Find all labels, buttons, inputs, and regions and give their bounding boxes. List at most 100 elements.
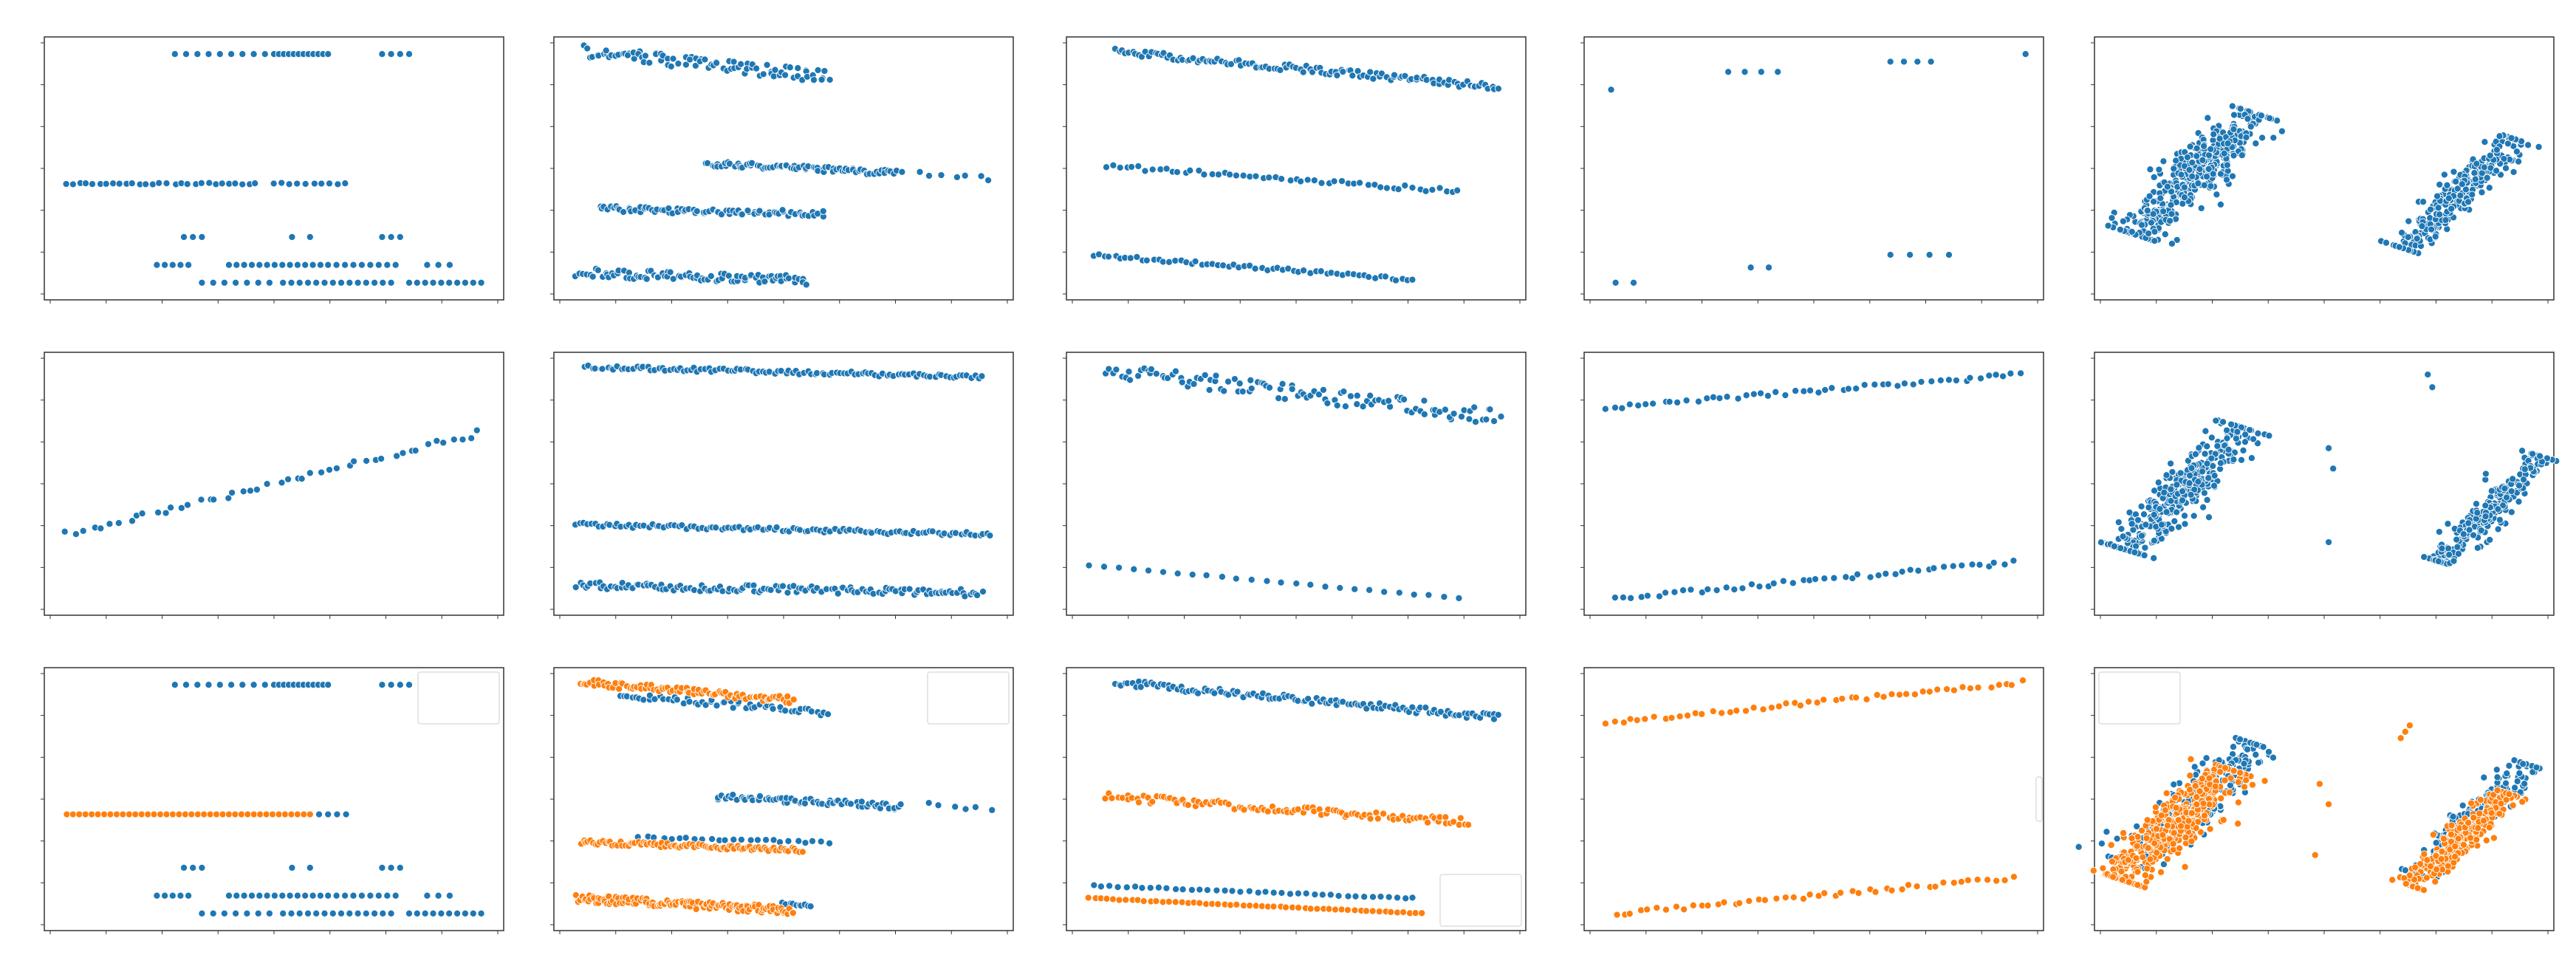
scatter-point — [2450, 557, 2458, 565]
scatter-point — [2190, 512, 2198, 520]
scatter-point — [1224, 377, 1233, 386]
scatter-point — [387, 909, 395, 917]
scatter-point — [1909, 380, 1917, 388]
scatter-point — [469, 909, 477, 917]
scatter-point — [2252, 750, 2260, 759]
scatter-point — [2150, 554, 2158, 562]
scatter-point — [342, 810, 350, 818]
scatter-point — [1976, 374, 1985, 383]
scatter-point — [333, 810, 341, 818]
scatter-point — [1900, 58, 1908, 66]
scatter-point — [2119, 533, 2127, 541]
scatter-panel — [1063, 667, 1527, 934]
scatter-point — [2185, 817, 2193, 825]
scatter-point — [1781, 894, 1789, 902]
scatter-point — [1128, 162, 1136, 171]
scatter-point — [1759, 705, 1767, 713]
scatter-point — [1999, 372, 2007, 380]
scatter-point — [1973, 875, 1981, 884]
scatter-point — [1789, 579, 1797, 587]
scatter-point — [362, 278, 370, 287]
scatter-point — [807, 708, 815, 716]
scatter-point — [278, 891, 287, 900]
scatter-point — [212, 180, 220, 188]
scatter-point — [256, 810, 264, 818]
scatter-point — [114, 519, 123, 527]
scatter-point — [951, 803, 959, 811]
scatter-point — [1611, 594, 1619, 602]
scatter-point — [239, 681, 247, 689]
scatter-point — [1178, 898, 1186, 906]
scatter-point — [2247, 123, 2255, 131]
scatter-panel — [1580, 667, 2044, 934]
scatter-point — [2454, 549, 2462, 558]
scatter-point — [1353, 391, 1361, 400]
scatter-point — [366, 261, 374, 269]
scatter-point — [1629, 278, 1638, 287]
scatter-point — [1709, 393, 1717, 401]
scatter-point — [2404, 233, 2412, 242]
scatter-point — [225, 261, 233, 269]
scatter-point — [1730, 586, 1739, 594]
scatter-point — [1957, 877, 1965, 886]
scatter-point — [769, 705, 777, 713]
scatter-point — [301, 261, 309, 269]
scatter-point — [2207, 182, 2215, 191]
scatter-point — [1330, 177, 1338, 185]
scatter-point — [2445, 194, 2453, 202]
scatter-point — [2453, 535, 2461, 544]
scatter-point — [2207, 434, 2216, 442]
scatter-point — [1838, 694, 1846, 703]
scatter-point — [1219, 261, 1227, 270]
scatter-point — [182, 681, 191, 689]
scatter-point — [1424, 818, 1432, 826]
scatter-point — [1292, 579, 1301, 588]
scatter-point — [387, 863, 395, 872]
scatter-point — [821, 67, 829, 75]
scatter-point — [1344, 892, 1352, 900]
scatter-point — [2143, 865, 2151, 873]
scatter-point — [2529, 450, 2537, 458]
scatter-point — [329, 278, 337, 287]
scatter-point — [2176, 844, 2184, 852]
scatter-point — [1323, 399, 1332, 408]
scatter-point — [209, 909, 217, 917]
scatter-point — [1873, 691, 1881, 699]
scatter-point — [198, 909, 206, 917]
axes-frame — [44, 36, 504, 301]
scatter-point — [183, 180, 191, 188]
scatter-point — [2258, 134, 2267, 142]
scatter-point — [1627, 594, 1635, 602]
scatter-point — [674, 60, 682, 68]
scatter-point — [1792, 387, 1800, 395]
scatter-point — [1310, 177, 1318, 185]
scatter-point — [1148, 798, 1157, 806]
scatter-point — [304, 278, 312, 287]
scatter-point — [798, 848, 806, 856]
scatter-point — [2196, 165, 2204, 174]
scatter-point — [2480, 163, 2488, 171]
scatter-point — [378, 681, 386, 689]
scatter-point — [2185, 479, 2193, 487]
scatter-point — [2117, 544, 2125, 552]
scatter-point — [756, 792, 764, 801]
scatter-point — [1626, 400, 1634, 408]
scatter-point — [177, 179, 185, 188]
scatter-point — [469, 278, 477, 287]
scatter-point — [1886, 58, 1894, 66]
scatter-point — [209, 278, 217, 287]
scatter-point — [1815, 388, 1823, 397]
scatter-point — [232, 278, 240, 287]
scatter-point — [2464, 198, 2473, 206]
scatter-point — [1811, 575, 1820, 583]
scatter-point — [1884, 380, 1892, 388]
scatter-point — [2433, 192, 2442, 200]
scatter-point — [2505, 761, 2513, 770]
scatter-point — [137, 810, 145, 818]
scatter-point — [1319, 386, 1327, 394]
legend-box — [927, 671, 1010, 725]
scatter-point — [2180, 183, 2188, 191]
scatter-point — [2099, 864, 2107, 872]
scatter-point — [325, 466, 334, 474]
scatter-point — [2223, 426, 2231, 434]
